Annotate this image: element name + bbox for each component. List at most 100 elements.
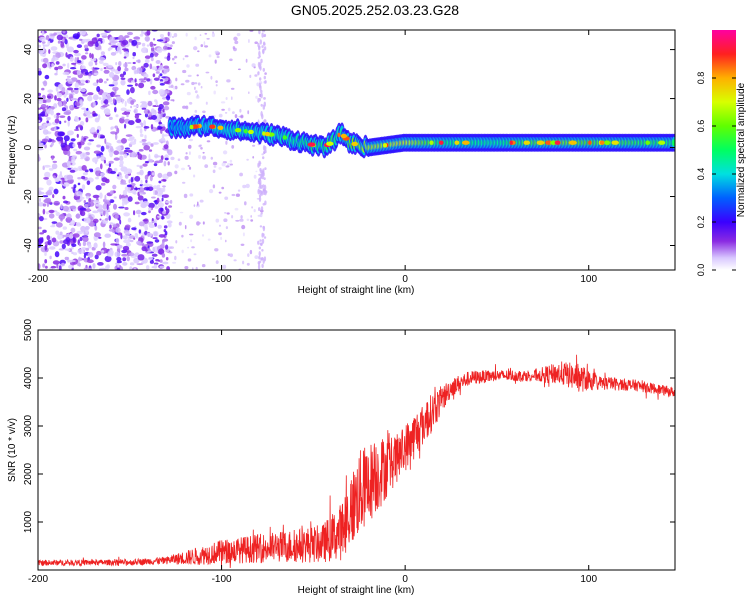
noise-blob [260,257,263,261]
noise-blob [137,214,141,218]
noise-blob [55,52,61,59]
x-tick-label: 0 [402,274,408,285]
noise-blob [182,181,186,184]
noise-blob [258,51,261,57]
noise-blob [80,225,86,232]
noise-blob [258,251,261,257]
noise-blob [47,40,51,46]
noise-blob [53,188,59,195]
noise-blob [194,36,197,41]
noise-blob [189,214,194,219]
noise-blob [87,115,94,119]
ridge-knot [234,128,242,133]
noise-blob [146,78,151,82]
noise-blob [162,108,165,113]
noise-blob [136,164,140,167]
noise-blob [113,150,120,155]
noise-blob [71,179,74,183]
noise-blob [46,179,52,186]
noise-blob [41,138,49,143]
noise-blob [141,30,144,35]
noise-blob [104,233,111,238]
noise-blob [85,195,90,199]
noise-blob [124,207,129,210]
noise-blob [221,108,225,111]
noise-blob [208,54,212,58]
noise-blob [164,56,168,59]
noise-blob [168,205,173,208]
noise-blob [42,229,47,233]
snr-frame [37,329,676,571]
noise-blob [246,158,249,161]
noise-blob [133,237,136,240]
noise-blob [195,266,198,270]
noise-blob [100,67,103,72]
noise-blob [105,145,110,150]
noise-blob [229,159,233,163]
noise-blob [60,204,63,210]
noise-blob [129,239,134,243]
noise-blob [184,155,189,160]
noise-blob [262,48,265,55]
noise-blob [58,174,63,180]
noise-blob [187,144,192,149]
noise-blob [141,243,145,247]
noise-blob [240,215,243,219]
noise-blob [109,190,114,195]
noise-blob [133,192,137,195]
noise-blob [107,167,111,172]
noise-blob [49,246,56,250]
noise-blob [168,85,172,88]
noise-blob [80,79,86,84]
noise-blob [112,184,117,190]
snr-marks [38,354,675,569]
noise-blob [174,55,178,59]
noise-blob [94,254,99,260]
ridge-knot [264,131,271,137]
noise-blob [197,82,201,86]
noise-blob [195,95,200,99]
snr-y-ticks: 1000 2000 3000 4000 5000 [23,318,675,533]
y-tick-label: 4000 [23,366,34,389]
ridge-knot [536,140,545,145]
noise-blob [134,233,138,238]
noise-blob [96,155,100,159]
noise-blob [256,82,259,87]
noise-blob [50,225,56,228]
noise-blob [262,67,265,72]
noise-blob [69,233,74,239]
noise-blob [231,193,236,197]
noise-blob [120,77,126,81]
noise-blob [143,62,149,68]
noise-blob [234,207,239,211]
noise-blob [50,265,57,269]
noise-blob [146,232,153,237]
noise-blob [189,233,194,236]
noise-blob [231,145,235,149]
noise-blob [59,120,62,125]
noise-blob [116,127,120,134]
noise-blob [57,131,65,137]
noise-blob [100,182,106,186]
noise-blob [152,89,159,95]
noise-blob [97,262,104,266]
ridge-knot [326,141,334,146]
noise-blob [104,138,107,144]
noise-blob [42,57,49,63]
noise-blob [132,52,136,57]
noise-blob [134,201,140,205]
noise-blob [108,229,115,232]
noise-blob [139,169,144,176]
noise-blob [124,147,130,150]
noise-blob [204,45,209,48]
noise-blob [124,35,130,39]
noise-blob [48,167,54,171]
noise-blob [158,259,161,262]
noise-blob [149,52,154,58]
noise-blob [157,184,161,188]
noise-blob [254,74,258,77]
noise-blob [112,98,116,104]
noise-blob [137,189,140,193]
noise-blob [184,55,189,58]
